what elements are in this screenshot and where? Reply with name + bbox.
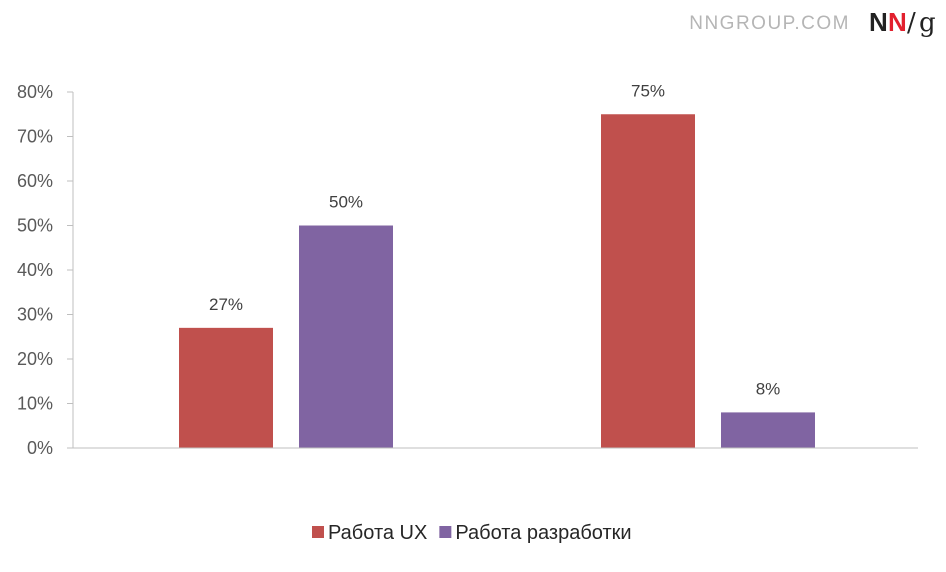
chart-legend: Работа UX Работа разработки [312,522,632,544]
legend-label: Работа разработки [455,522,631,544]
y-axis: 0% 10% 20% 30% 40% 50% 60% 70% 80% [17,82,74,458]
y-tick-label: 70% [17,127,53,147]
nngroup-branding: NNGROUP.COM N N / g [689,7,935,38]
y-tick-label: 10% [17,394,53,414]
y-tick-label: 50% [17,216,53,236]
bar-data-label: 27% [209,295,243,314]
bars [179,114,815,448]
bar-data-label: 8% [756,379,781,398]
legend-swatch [439,526,452,538]
y-tick-label: 40% [17,260,53,280]
bar [299,225,393,448]
logo-letter-n-red: N [888,7,907,37]
bar [721,412,815,448]
legend-label: Работа UX [328,522,427,544]
bar [179,327,273,448]
bar-data-label: 75% [631,81,665,100]
legend-swatch [312,526,324,538]
data-labels: 27% 50% 75% 8% [209,81,780,398]
bar-data-label: 50% [329,193,363,212]
y-tick-label: 30% [17,305,53,325]
logo-slash: / [907,8,916,38]
logo-letter-g: g [919,8,936,38]
logo-letter-n-dark: N [869,7,888,37]
brand-site-text: NNGROUP.COM [689,13,850,34]
bar [601,114,695,448]
y-tick-label: 0% [27,438,53,458]
y-tick-label: 60% [17,171,53,191]
nng-logo: N N / g [869,7,936,38]
y-tick-label: 20% [17,349,53,369]
y-tick-label: 80% [17,82,53,102]
